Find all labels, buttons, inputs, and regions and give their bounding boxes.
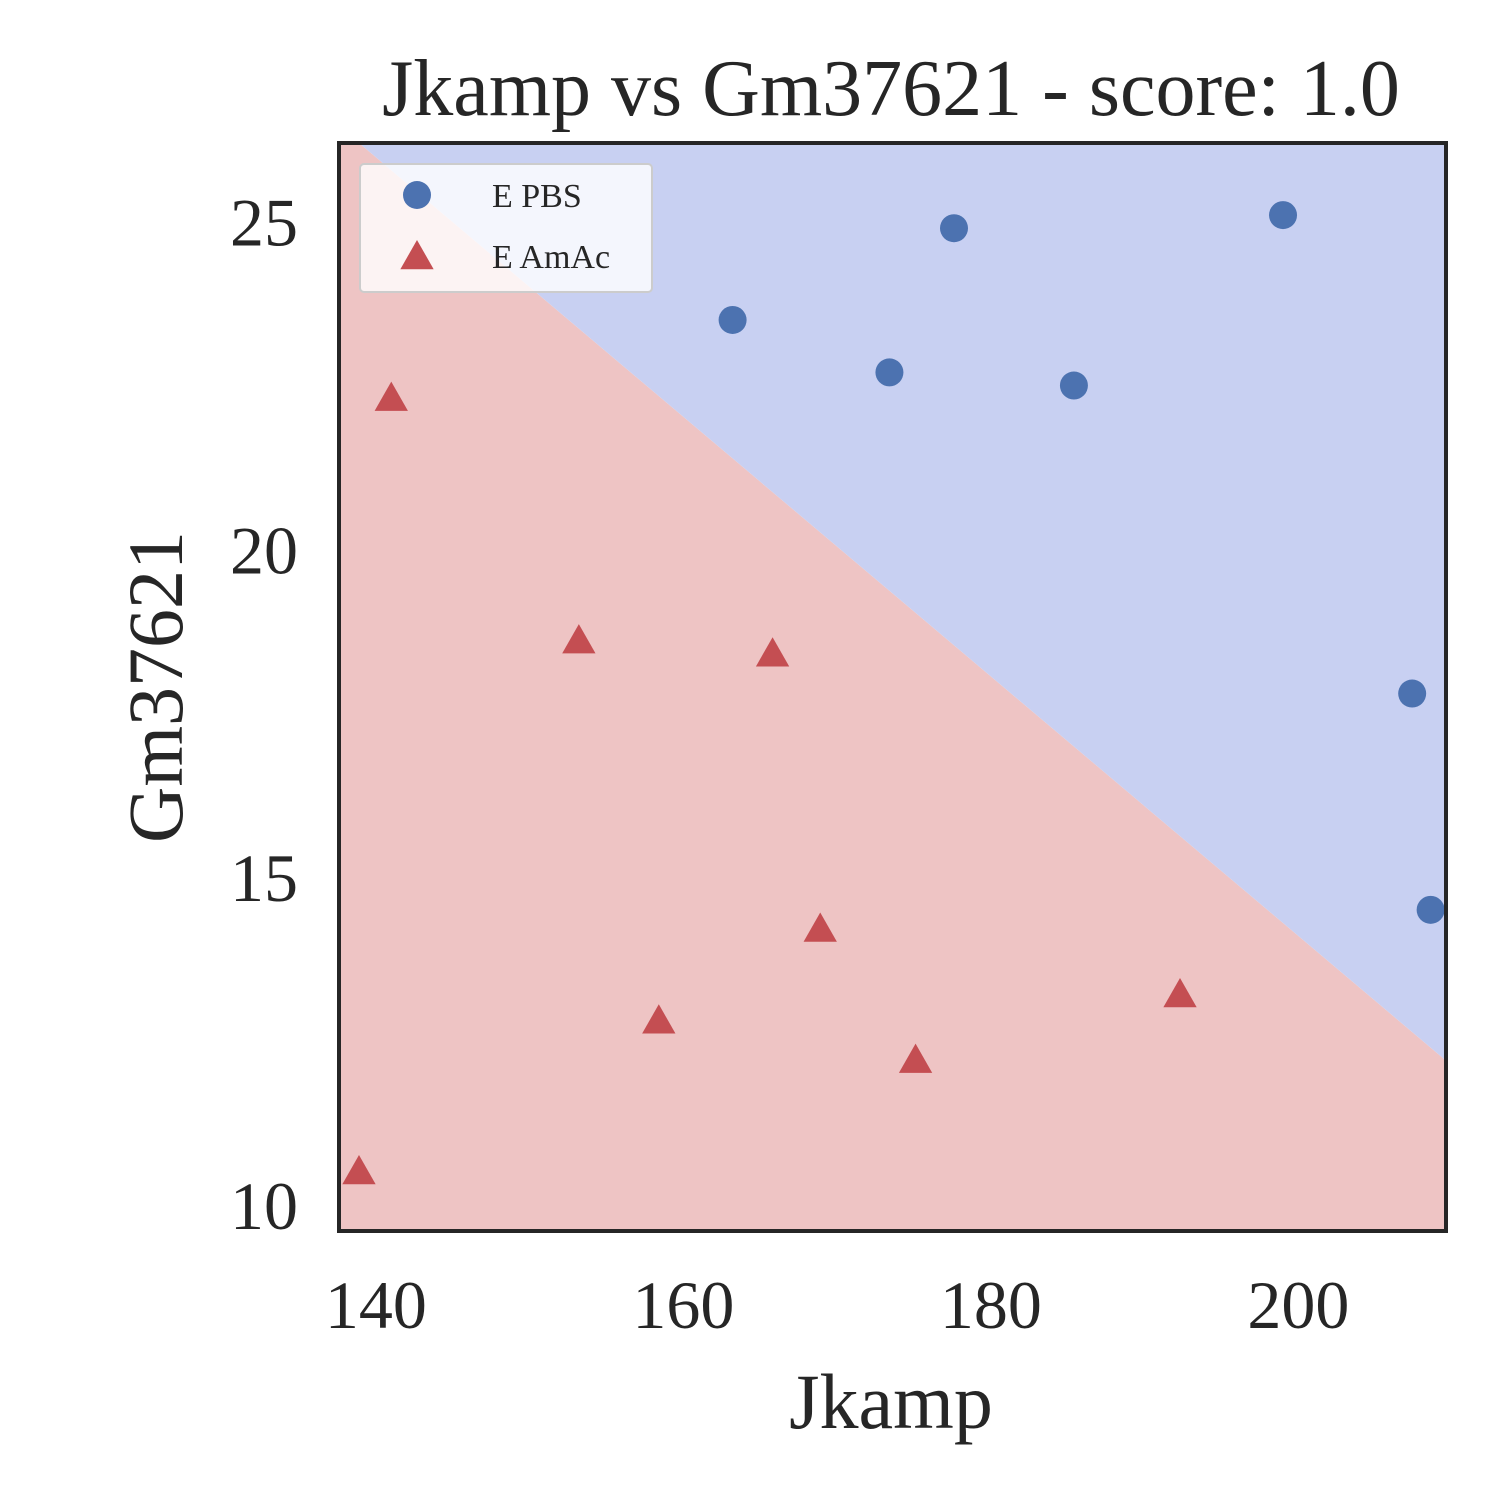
- x-tick-label-200: 200: [1247, 1267, 1349, 1343]
- y-tick-label-25: 25: [230, 185, 298, 261]
- chart-title: Jkamp vs Gm37621 - score: 1.0: [382, 45, 1400, 133]
- point-e-amac-2: [562, 624, 596, 654]
- point-e-pbs-5: [1269, 201, 1298, 230]
- point-e-amac-4: [803, 912, 837, 942]
- point-e-pbs-4: [1059, 371, 1088, 400]
- point-e-amac-7: [1163, 978, 1197, 1008]
- point-e-amac-1: [374, 381, 408, 411]
- x-axis-ticks: 140 160 180 200: [325, 1267, 1350, 1343]
- y-tick-label-15: 15: [230, 840, 298, 916]
- point-e-amac-6: [898, 1043, 933, 1073]
- legend-label-e-pbs: E PBS: [492, 178, 582, 215]
- plot-area: [337, 141, 1448, 1233]
- y-axis-label: Gm37621: [112, 531, 199, 843]
- decision-region-e-amac: [339, 143, 1446, 1231]
- legend-label-e-amac: E AmAc: [492, 239, 610, 276]
- point-e-amac-3: [755, 637, 790, 667]
- legend-marker-e-pbs: [403, 181, 431, 209]
- plot-frame: [337, 141, 1448, 1233]
- y-tick-label-10: 10: [230, 1168, 298, 1244]
- x-tick-label-140: 140: [325, 1267, 427, 1343]
- point-e-pbs-2: [940, 214, 968, 243]
- legend-marker-e-amac: [400, 240, 434, 270]
- data-points: [342, 201, 1445, 1185]
- decision-region-e-pbs: [358, 143, 1446, 1061]
- point-e-pbs-7: [1416, 895, 1445, 924]
- point-e-pbs-3: [875, 358, 904, 387]
- point-e-pbs-1: [718, 305, 747, 334]
- x-tick-label-180: 180: [940, 1267, 1042, 1343]
- y-axis-ticks: 10 15 20 25: [230, 185, 298, 1244]
- x-tick-label-160: 160: [632, 1267, 734, 1343]
- x-axis-label: Jkamp: [789, 1358, 993, 1445]
- legend-box: [359, 163, 653, 293]
- point-e-pbs-6: [1398, 679, 1427, 708]
- y-tick-label-20: 20: [230, 512, 298, 588]
- legend: E PBS E AmAc: [359, 163, 653, 293]
- point-e-amac-5: [642, 1004, 676, 1034]
- point-e-amac-8: [342, 1155, 376, 1185]
